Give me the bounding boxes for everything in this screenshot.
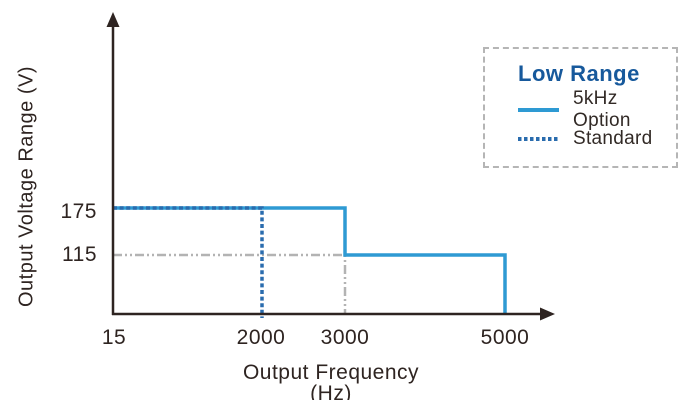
y-tick-label-115: 115 [62, 243, 97, 266]
y-axis-arrow-icon [106, 12, 120, 27]
y-tick-label-175: 175 [60, 200, 97, 223]
x-axis-label: Output Frequency (Hz) [242, 361, 420, 400]
x-tick-label-5000: 5000 [480, 326, 530, 349]
series-5khz-option-line [113, 206, 507, 314]
guide-line-115v [113, 253, 347, 314]
x-axis-arrow-icon [540, 307, 555, 321]
x-tick-label-2000: 2000 [236, 326, 286, 349]
dashed-line-sample-icon [518, 137, 559, 141]
legend-box: Low Range 5kHz Option Standard [483, 47, 678, 168]
legend-item-label: Standard [573, 128, 653, 149]
legend-item-label: 5kHz Option [573, 88, 631, 131]
y-axis-label: Output Voltage Range (V) [15, 65, 38, 308]
legend-item-5khz-option: 5kHz Option [518, 88, 676, 131]
legend-item-standard: Standard [518, 128, 676, 150]
x-tick-label-15: 15 [101, 326, 127, 349]
x-tick-label-3000: 3000 [320, 326, 370, 349]
solid-line-sample-icon [518, 108, 559, 112]
series-standard-line [113, 206, 264, 318]
legend-title: Low Range [518, 61, 640, 86]
